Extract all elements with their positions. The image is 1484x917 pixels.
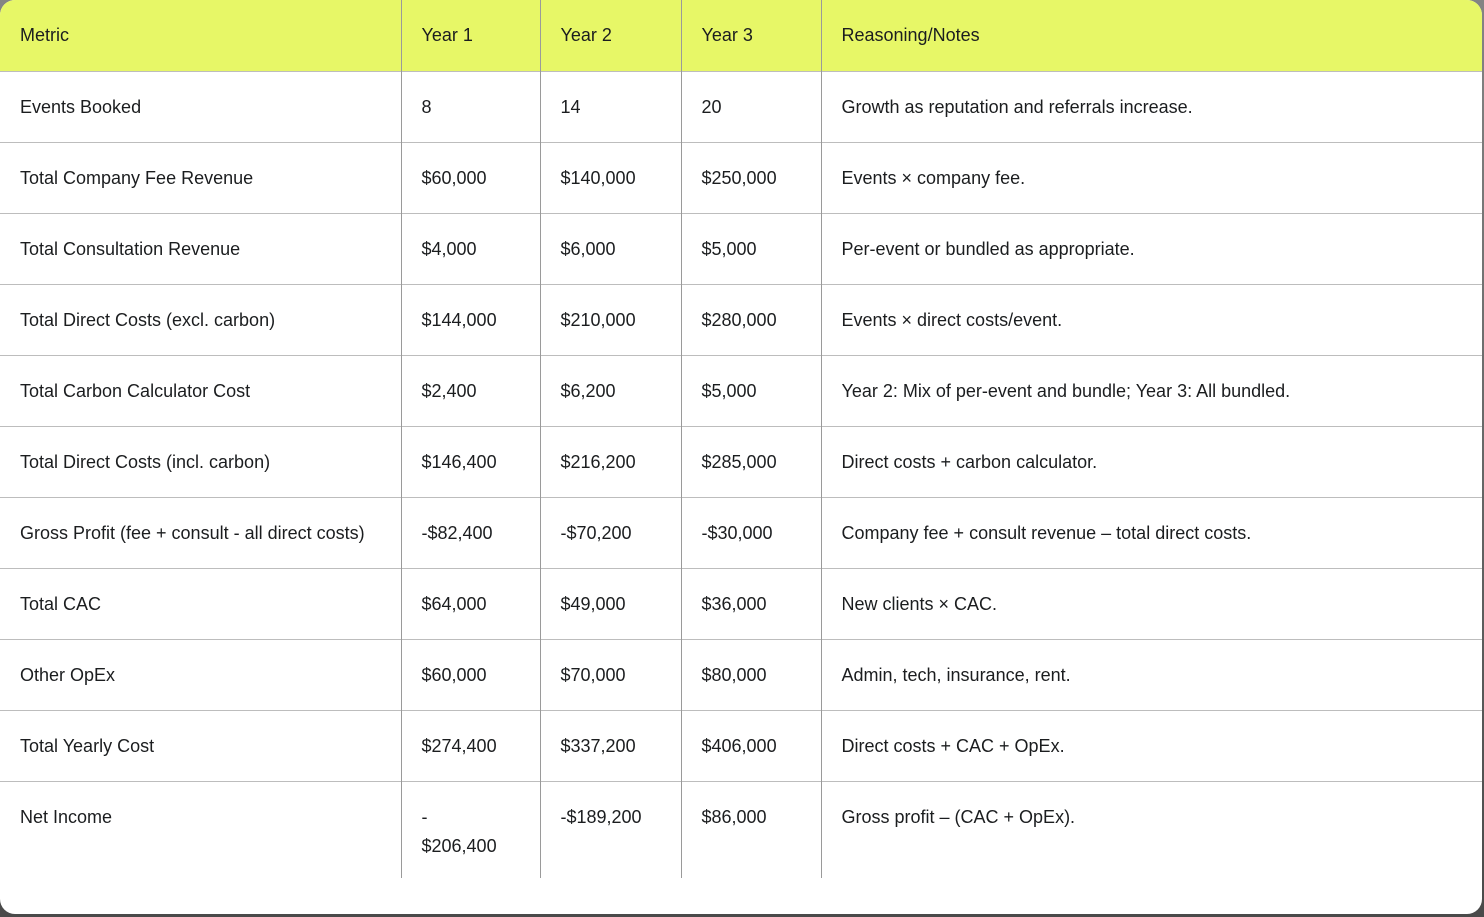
- table-row: Other OpEx $60,000 $70,000 $80,000 Admin…: [0, 638, 1482, 710]
- cell-year1: -$82,400: [400, 496, 540, 568]
- table-row: Total Yearly Cost $274,400 $337,200 $406…: [0, 709, 1482, 781]
- cell-year1: $2,400: [400, 354, 540, 426]
- cell-year2: 14: [539, 70, 681, 142]
- column-header-year3: Year 3: [680, 0, 821, 71]
- table-row: Total Carbon Calculator Cost $2,400 $6,2…: [0, 354, 1482, 426]
- cell-year3: $36,000: [680, 567, 821, 639]
- cell-metric: Net Income: [0, 780, 401, 878]
- cell-year3: $5,000: [680, 212, 821, 284]
- cell-notes: Per-event or bundled as appropriate.: [820, 212, 1482, 284]
- cell-metric: Gross Profit (fee + consult - all direct…: [0, 496, 401, 568]
- table-row: Net Income - $206,400 -$189,200 $86,000 …: [0, 780, 1482, 878]
- cell-notes: Direct costs + carbon calculator.: [820, 425, 1482, 497]
- cell-year3: $406,000: [680, 709, 821, 781]
- cell-year2: $6,000: [539, 212, 681, 284]
- projection-table: Metric Year 1 Year 2 Year 3 Reasoning/No…: [0, 0, 1482, 878]
- column-header-metric: Metric: [0, 0, 401, 71]
- cell-year2: $6,200: [539, 354, 681, 426]
- cell-year2: $216,200: [539, 425, 681, 497]
- cell-notes: Growth as reputation and referrals incre…: [820, 70, 1482, 142]
- cell-year1: - $206,400: [400, 780, 540, 878]
- cell-notes: Direct costs + CAC + OpEx.: [820, 709, 1482, 781]
- cell-metric: Total CAC: [0, 567, 401, 639]
- table-body: Events Booked 8 14 20 Growth as reputati…: [0, 70, 1482, 878]
- cell-notes: Gross profit – (CAC + OpEx).: [820, 780, 1482, 878]
- cell-year2: -$70,200: [539, 496, 681, 568]
- cell-year2: -$189,200: [539, 780, 681, 878]
- cell-year2: $337,200: [539, 709, 681, 781]
- table-row: Events Booked 8 14 20 Growth as reputati…: [0, 70, 1482, 142]
- cell-year1: $144,000: [400, 283, 540, 355]
- table-row: Gross Profit (fee + consult - all direct…: [0, 496, 1482, 568]
- cell-year1: $146,400: [400, 425, 540, 497]
- cell-year3: $5,000: [680, 354, 821, 426]
- cell-year3: 20: [680, 70, 821, 142]
- cell-year3: $86,000: [680, 780, 821, 878]
- table-row: Total Consultation Revenue $4,000 $6,000…: [0, 212, 1482, 284]
- cell-notes: Events × direct costs/event.: [820, 283, 1482, 355]
- cell-year1: $60,000: [400, 638, 540, 710]
- cell-metric: Events Booked: [0, 70, 401, 142]
- header-row: Metric Year 1 Year 2 Year 3 Reasoning/No…: [0, 0, 1482, 71]
- column-header-year1: Year 1: [400, 0, 540, 71]
- cell-metric: Total Direct Costs (excl. carbon): [0, 283, 401, 355]
- table-row: Total Direct Costs (excl. carbon) $144,0…: [0, 283, 1482, 355]
- cell-year1: $60,000: [400, 141, 540, 213]
- cell-year3: -$30,000: [680, 496, 821, 568]
- cell-notes: New clients × CAC.: [820, 567, 1482, 639]
- cell-metric: Total Yearly Cost: [0, 709, 401, 781]
- cell-year1: $64,000: [400, 567, 540, 639]
- cell-year3: $250,000: [680, 141, 821, 213]
- cell-year3: $285,000: [680, 425, 821, 497]
- cell-year1: 8: [400, 70, 540, 142]
- cell-year1: $274,400: [400, 709, 540, 781]
- table-row: Total Direct Costs (incl. carbon) $146,4…: [0, 425, 1482, 497]
- cell-metric: Total Carbon Calculator Cost: [0, 354, 401, 426]
- cell-notes: Events × company fee.: [820, 141, 1482, 213]
- cell-notes: Admin, tech, insurance, rent.: [820, 638, 1482, 710]
- cell-year3: $80,000: [680, 638, 821, 710]
- cell-metric: Other OpEx: [0, 638, 401, 710]
- cell-metric: Total Direct Costs (incl. carbon): [0, 425, 401, 497]
- cell-year2: $49,000: [539, 567, 681, 639]
- cell-year2: $140,000: [539, 141, 681, 213]
- cell-year2: $70,000: [539, 638, 681, 710]
- cell-notes: Year 2: Mix of per-event and bundle; Yea…: [820, 354, 1482, 426]
- cell-year1: $4,000: [400, 212, 540, 284]
- cell-year2: $210,000: [539, 283, 681, 355]
- cell-metric: Total Consultation Revenue: [0, 212, 401, 284]
- cell-notes: Company fee + consult revenue – total di…: [820, 496, 1482, 568]
- table-row: Total CAC $64,000 $49,000 $36,000 New cl…: [0, 567, 1482, 639]
- column-header-notes: Reasoning/Notes: [820, 0, 1482, 71]
- column-header-year2: Year 2: [539, 0, 681, 71]
- cell-year3: $280,000: [680, 283, 821, 355]
- cell-metric: Total Company Fee Revenue: [0, 141, 401, 213]
- table-row: Total Company Fee Revenue $60,000 $140,0…: [0, 141, 1482, 213]
